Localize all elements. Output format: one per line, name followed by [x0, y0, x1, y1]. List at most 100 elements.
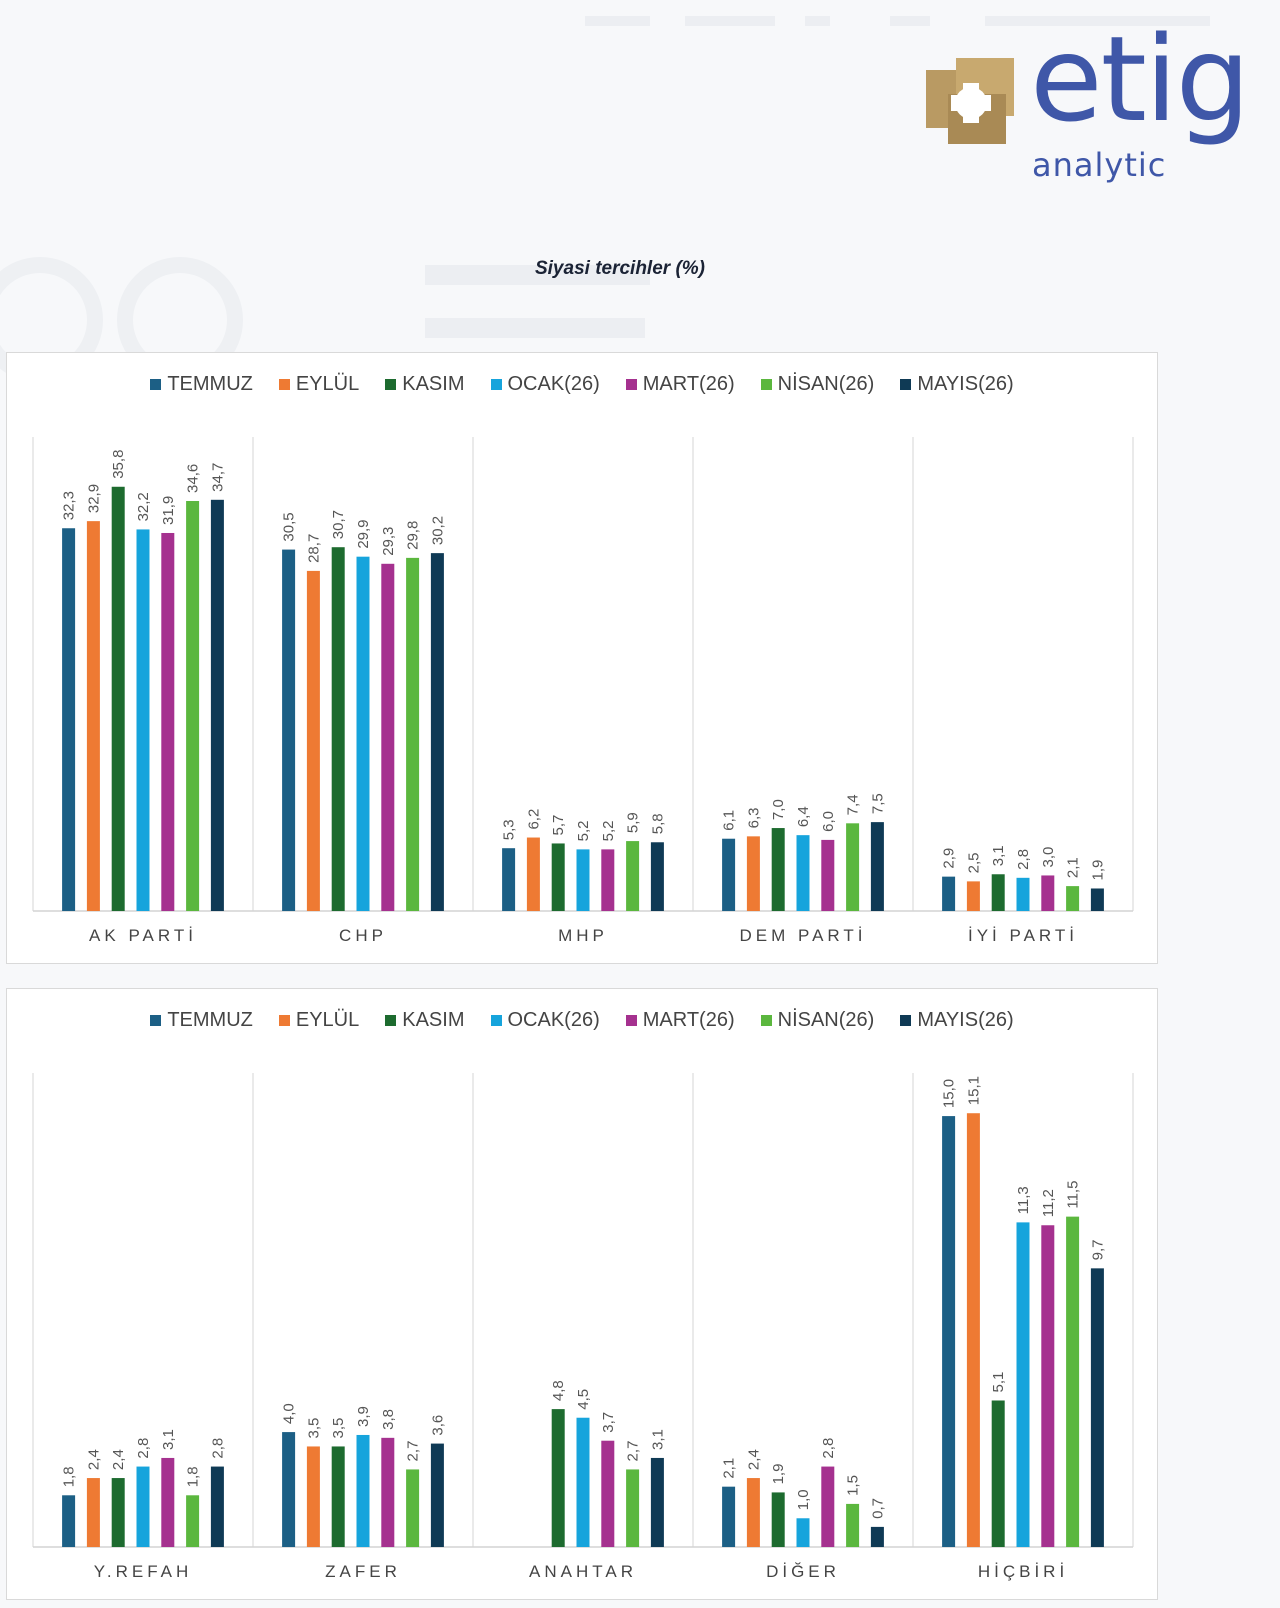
legend-item-ocak-26: OCAK(26) [490, 1009, 600, 1032]
data-label: 3,1 [990, 845, 1007, 866]
bar-hi-bi-ri-mayis-26 [1090, 1268, 1104, 1547]
data-label: 7,5 [869, 793, 886, 814]
bar-di-er-eyl-l [746, 1478, 760, 1547]
data-label: 2,7 [405, 1441, 422, 1462]
bar-chp-temmuz [282, 549, 296, 911]
data-label: 30,5 [281, 512, 298, 541]
data-label: 2,8 [1015, 849, 1032, 870]
bar-dem-parti-kasim [771, 828, 785, 911]
bar-zafer-ocak-26 [356, 1434, 370, 1547]
data-label: 3,5 [305, 1418, 322, 1439]
data-label: 28,7 [305, 534, 322, 563]
bar-y-refah-temmuz [62, 1495, 76, 1547]
category-label: MHP [558, 926, 608, 945]
data-label: 31,9 [160, 496, 177, 525]
legend-item-kasim: KASIM [385, 373, 465, 396]
legend-item-ocak-26: OCAK(26) [490, 373, 600, 396]
data-label: 2,8 [209, 1438, 226, 1459]
bar-dem-parti-mayis-26 [870, 822, 884, 911]
bar-y-refah-ocak-26 [136, 1466, 150, 1547]
bar-mhp-ni-san-26 [626, 841, 640, 911]
bar-dem-parti-ni-san-26 [846, 823, 860, 911]
data-label: 2,8 [820, 1438, 837, 1459]
chart-panel-1: TEMMUZ EYLÜL KASIM OCAK(26) MART(26) NİSAN(26… [6, 352, 1158, 964]
data-label: 0,7 [869, 1498, 886, 1519]
bar-zafer-eyl-l [306, 1446, 320, 1547]
bar-mhp-mayis-26 [650, 842, 664, 911]
bar-di-er-temmuz [722, 1486, 736, 1547]
data-label: 1,9 [770, 1464, 787, 1485]
data-label: 5,3 [501, 819, 518, 840]
bar-y-refah-mayis-26 [210, 1466, 224, 1547]
data-label: 3,9 [355, 1406, 372, 1427]
data-label: 32,2 [135, 492, 152, 521]
data-label: 3,1 [160, 1429, 177, 1450]
data-label: 1,8 [61, 1466, 78, 1487]
legend-swatch [385, 379, 397, 390]
bar-i-yi-parti-mart-26 [1041, 875, 1055, 911]
legend-swatch [625, 379, 637, 390]
legend-swatch [490, 379, 502, 390]
data-label: 3,7 [600, 1412, 617, 1433]
logo-subtitle: analytic [1032, 146, 1167, 184]
legend-label: OCAK(26) [507, 373, 600, 395]
legend-label: OCAK(26) [507, 1009, 600, 1031]
data-label: 6,4 [795, 806, 812, 827]
bar-i-yi-parti-ocak-26 [1016, 877, 1030, 911]
category-label: DEM PARTİ [740, 926, 867, 945]
legend-swatch [490, 1015, 502, 1026]
data-label: 3,5 [330, 1418, 347, 1439]
bar-y-refah-eyl-l [86, 1478, 100, 1547]
legend-item-ni-san-26: NİSAN(26) [760, 373, 874, 396]
bar-mhp-mart-26 [601, 849, 615, 911]
legend-label: EYLÜL [295, 373, 360, 395]
bar-anahtar-ocak-26 [576, 1417, 590, 1547]
bar-chp-ocak-26 [356, 556, 370, 911]
legend-label: KASIM [402, 1009, 465, 1031]
bar-dem-parti-temmuz [722, 838, 736, 911]
legend-label: TEMMUZ [167, 373, 253, 395]
data-label: 29,8 [405, 521, 422, 550]
data-label: 6,0 [820, 811, 837, 832]
legend-label: MART(26) [642, 1009, 735, 1031]
bar-mhp-ocak-26 [576, 849, 590, 911]
bar-anahtar-ni-san-26 [626, 1469, 640, 1547]
legend-label: NİSAN(26) [777, 1009, 875, 1031]
bar-mhp-kasim [551, 843, 565, 911]
bar-chp-mayis-26 [430, 553, 444, 911]
legend-item-eyl-l: EYLÜL [278, 1009, 359, 1032]
bar-zafer-temmuz [282, 1432, 296, 1547]
bar-anahtar-kasim [551, 1409, 565, 1547]
bar-y-refah-kasim [111, 1478, 125, 1547]
bar-ak-parti-ni-san-26 [186, 500, 200, 911]
data-label: 5,1 [990, 1372, 1007, 1393]
etig-logo: etig analytic [920, 20, 1270, 190]
data-label: 5,8 [649, 813, 666, 834]
bar-di-er-ni-san-26 [846, 1503, 860, 1547]
logo-mark-icon [926, 58, 1014, 144]
bar-chp-ni-san-26 [406, 557, 420, 911]
data-label: 2,1 [1065, 857, 1082, 878]
data-label: 2,1 [721, 1458, 738, 1479]
bar-i-yi-parti-temmuz [942, 876, 956, 911]
data-label: 5,7 [550, 815, 567, 836]
bar-zafer-mart-26 [381, 1437, 395, 1547]
bar-ak-parti-mayis-26 [210, 499, 224, 911]
legend-item-kasim: KASIM [385, 1009, 465, 1032]
bar-di-er-mart-26 [821, 1466, 835, 1547]
data-label: 34,6 [185, 464, 202, 493]
data-label: 30,7 [330, 510, 347, 539]
legend-label: MART(26) [642, 373, 735, 395]
data-label: 2,7 [625, 1441, 642, 1462]
data-label: 5,2 [600, 821, 617, 842]
data-label: 4,0 [281, 1403, 298, 1424]
bar-mhp-eyl-l [526, 837, 540, 911]
data-label: 11,2 [1040, 1189, 1057, 1217]
data-label: 1,9 [1089, 860, 1106, 881]
legend-swatch [150, 1015, 162, 1026]
chart-panel-2: TEMMUZ EYLÜL KASIM OCAK(26) MART(26) NİSAN(26… [6, 988, 1158, 1600]
category-label: ZAFER [325, 1562, 401, 1581]
data-label: 30,2 [429, 516, 446, 545]
bar-ak-parti-kasim [111, 486, 125, 911]
bar-di-er-mayis-26 [870, 1526, 884, 1547]
